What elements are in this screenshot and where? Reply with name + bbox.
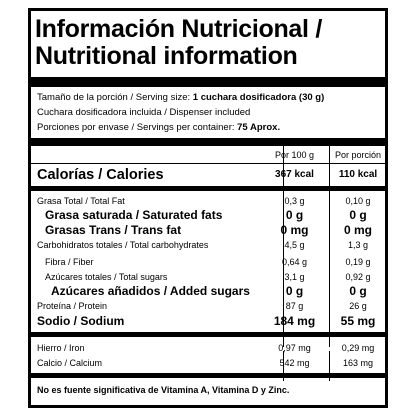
calories-per-100g: 367 kcal (275, 169, 314, 180)
carbohydrates-per-100g: 4,5 g (284, 240, 305, 250)
calories-per-serving: 110 kcal (338, 169, 378, 180)
thick-divider-footnote (31, 373, 385, 378)
trans-fat-label: Grasas Trans / Trans fat (45, 223, 182, 237)
column-divider-2 (329, 146, 330, 347)
serving-size: Tamaño de la porción / Serving size: 1 c… (37, 92, 324, 104)
column-header-per-serving: Por porción (334, 150, 382, 160)
title-line-1: Información Nutricional / (35, 15, 322, 43)
calcium-per-100g: 542 mg (279, 358, 310, 368)
serving-size-label: Tamaño de la porción / Serving size: (37, 92, 193, 103)
total-sugars-per-100g: 3,1 g (284, 272, 305, 282)
servings-per-container-value: 75 Aprox. (237, 122, 281, 133)
fiber-label: Fibra / Fiber (45, 257, 94, 267)
iron-label: Hierro / Iron (37, 343, 85, 353)
trans-fat-per-100g: 0 mg (280, 223, 309, 237)
added-sugars-per-100g: 0 g (285, 284, 304, 298)
calories-label: Calorías / Calories (37, 167, 164, 183)
carbohydrates-per-serving: 1,3 g (347, 240, 369, 250)
total-sugars-label: Azúcares totales / Total sugars (45, 272, 168, 282)
servings-per-container: Porciones por envase / Servings per cont… (37, 122, 280, 134)
protein-label: Proteína / Protein (37, 301, 108, 311)
saturated-fat-per-serving: 0 g (349, 208, 367, 222)
protein-per-100g: 87 g (285, 301, 304, 311)
column-divider-1 (283, 146, 284, 347)
saturated-fat-per-100g: 0 g (285, 208, 304, 222)
thick-divider-minerals (31, 332, 385, 337)
calcium-per-serving: 163 mg (342, 358, 374, 368)
thick-divider-calories (31, 186, 385, 191)
column-header-per-100g: Por 100 g (274, 150, 315, 160)
added-sugars-per-serving: 0 g (349, 284, 367, 298)
nutrition-facts-panel: Información Nutricional / Nutritional in… (28, 8, 388, 408)
servings-per-container-label: Porciones por envase / Servings per cont… (37, 122, 238, 133)
fiber-per-serving: 0,19 g (345, 257, 371, 267)
thick-divider-top (31, 77, 385, 87)
total-fat-per-serving: 0,10 g (345, 196, 371, 206)
sodium-per-serving: 55 mg (340, 314, 376, 328)
thick-divider-serving (31, 138, 385, 146)
sodium-label: Sodio / Sodium (37, 314, 125, 328)
iron-per-100g: 0,97 mg (278, 343, 311, 353)
total-fat-label: Grasa Total / Total Fat (37, 196, 125, 206)
total-sugars-per-serving: 0,92 g (345, 272, 371, 282)
total-fat-per-100g: 0,3 g (284, 196, 305, 206)
footnote: No es fuente significativa de Vitamina A… (37, 385, 290, 395)
iron-per-serving: 0,29 mg (341, 343, 375, 353)
serving-size-value: 1 cuchara dosificadora (30 g) (192, 92, 325, 103)
panel-title: Información Nutricional / Nutritional in… (35, 16, 385, 70)
sodium-per-100g: 184 mg (273, 314, 316, 328)
trans-fat-per-serving: 0 mg (343, 223, 372, 237)
column-divider-2-minerals (329, 351, 330, 381)
title-line-2: Nutritional information (35, 42, 298, 70)
saturated-fat-label: Grasa saturada / Saturated fats (45, 208, 223, 222)
fiber-per-100g: 0,64 g (281, 257, 308, 267)
calcium-label: Calcio / Calcium (37, 358, 103, 368)
dispenser-note: Cuchara dosificadora incluida / Dispense… (37, 107, 251, 118)
added-sugars-label: Azúcares añadidos / Added sugars (51, 284, 250, 298)
header-divider (31, 163, 385, 164)
carbohydrates-label: Carbohidratos totales / Total carbohydra… (37, 240, 209, 250)
column-divider-1-minerals (283, 351, 284, 381)
protein-per-serving: 26 g (349, 301, 367, 311)
